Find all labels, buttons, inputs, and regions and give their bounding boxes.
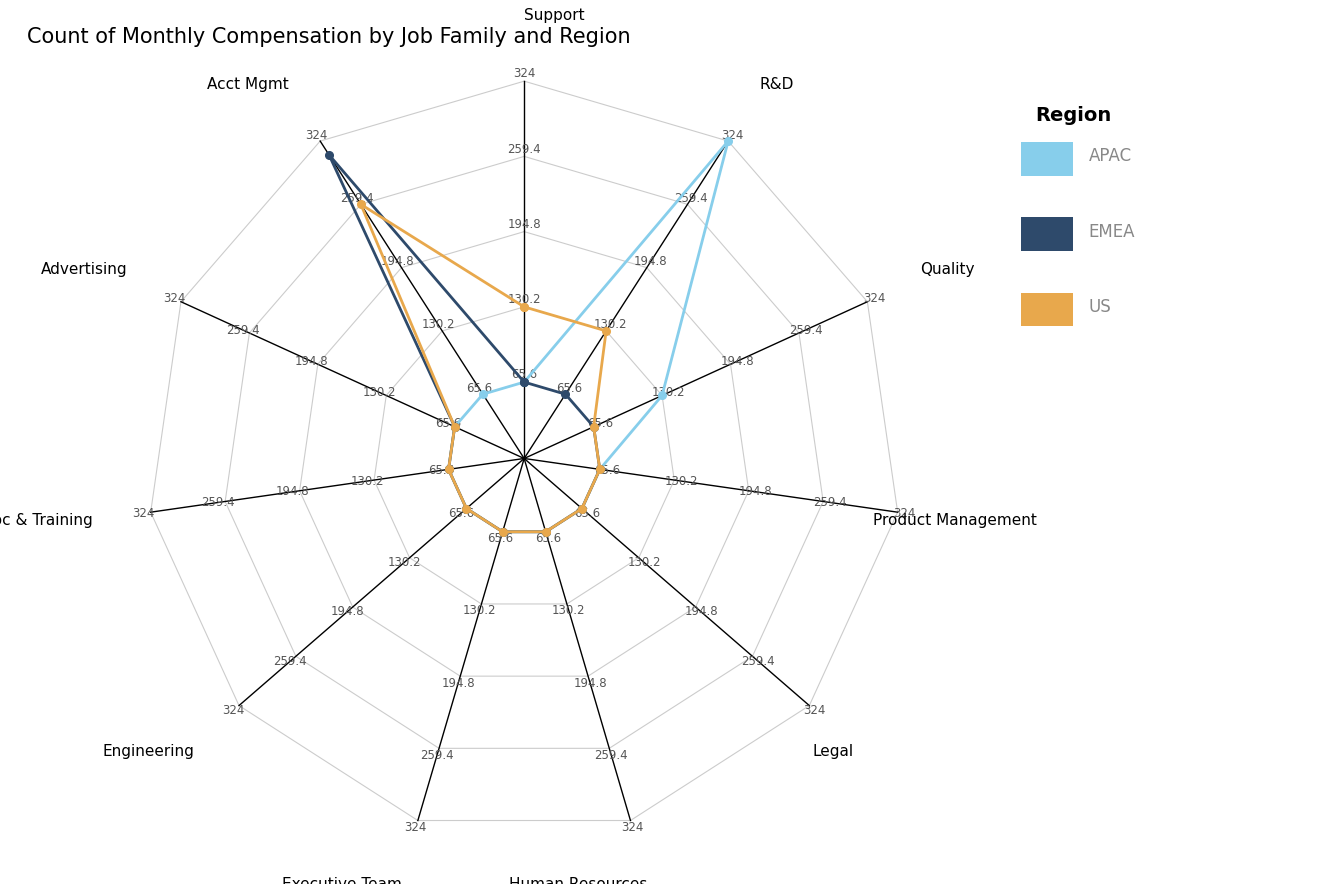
Text: Engineering: Engineering [103,743,195,758]
Text: 259.4: 259.4 [421,749,454,762]
Text: 130.2: 130.2 [363,386,396,399]
Text: 130.2: 130.2 [351,475,384,488]
Text: 65.6: 65.6 [594,464,620,476]
Text: 194.8: 194.8 [684,606,718,618]
Text: 324: 324 [804,704,827,717]
Text: 194.8: 194.8 [634,255,668,268]
Text: 259.4: 259.4 [789,324,823,337]
Text: Quality: Quality [921,263,974,278]
Text: 324: 324 [621,821,644,834]
Text: 324: 324 [863,293,886,305]
Text: 130.2: 130.2 [462,605,496,617]
Text: 65.6: 65.6 [466,382,492,394]
Text: Advertising: Advertising [42,263,128,278]
Text: 130.2: 130.2 [628,556,661,569]
Text: 194.8: 194.8 [380,255,414,268]
Text: Executive Team: Executive Team [281,877,402,884]
Text: 194.8: 194.8 [331,606,364,618]
Text: 65.6: 65.6 [587,417,613,431]
Text: 130.2: 130.2 [387,556,421,569]
Text: 259.4: 259.4 [202,496,235,509]
Text: 65.6: 65.6 [435,417,461,431]
Text: 65.6: 65.6 [429,464,454,476]
Text: 259.4: 259.4 [594,749,628,762]
Text: 324: 324 [405,821,427,834]
Text: 130.2: 130.2 [508,293,540,306]
Text: 324: 324 [720,128,743,141]
Text: Acct Mgmt: Acct Mgmt [207,77,289,92]
Text: 194.8: 194.8 [276,485,309,499]
Text: 324: 324 [133,507,155,520]
Text: 65.6: 65.6 [556,382,582,394]
Text: 324: 324 [305,128,328,141]
Text: 259.4: 259.4 [741,654,774,667]
Text: Legal: Legal [812,743,853,758]
Text: US: US [1089,298,1111,316]
Text: Region: Region [1035,106,1111,125]
Text: 259.4: 259.4 [274,654,308,667]
Text: 324: 324 [894,507,915,520]
Text: 194.8: 194.8 [720,354,754,368]
Text: 324: 324 [513,67,535,80]
Text: 194.8: 194.8 [294,354,328,368]
Text: Count of Monthly Compensation by Job Family and Region: Count of Monthly Compensation by Job Fam… [27,27,630,47]
Text: 324: 324 [163,293,185,305]
Text: 65.6: 65.6 [448,507,474,520]
Text: 65.6: 65.6 [535,532,560,545]
Text: Product Management: Product Management [874,513,1038,528]
Text: 259.4: 259.4 [507,142,542,156]
Text: 259.4: 259.4 [226,324,259,337]
Text: Doc & Training: Doc & Training [0,513,93,528]
Text: 259.4: 259.4 [340,192,374,205]
Text: 259.4: 259.4 [675,192,708,205]
Text: 324: 324 [222,704,245,717]
Text: 65.6: 65.6 [488,532,513,545]
Text: 65.6: 65.6 [511,369,538,381]
Text: Support: Support [524,8,585,23]
Text: 130.2: 130.2 [422,318,456,332]
Text: 194.8: 194.8 [739,485,773,499]
Text: Human Resources: Human Resources [508,877,646,884]
Text: 194.8: 194.8 [574,676,607,690]
Text: 130.2: 130.2 [652,386,685,399]
Text: 194.8: 194.8 [507,218,542,231]
Text: 130.2: 130.2 [664,475,698,488]
Text: R&D: R&D [759,77,794,92]
Text: APAC: APAC [1089,148,1132,165]
Text: 130.2: 130.2 [593,318,626,332]
Text: 65.6: 65.6 [574,507,601,520]
Text: 130.2: 130.2 [552,605,586,617]
Text: 194.8: 194.8 [441,676,474,690]
Text: EMEA: EMEA [1089,223,1136,240]
Text: 259.4: 259.4 [813,496,847,509]
